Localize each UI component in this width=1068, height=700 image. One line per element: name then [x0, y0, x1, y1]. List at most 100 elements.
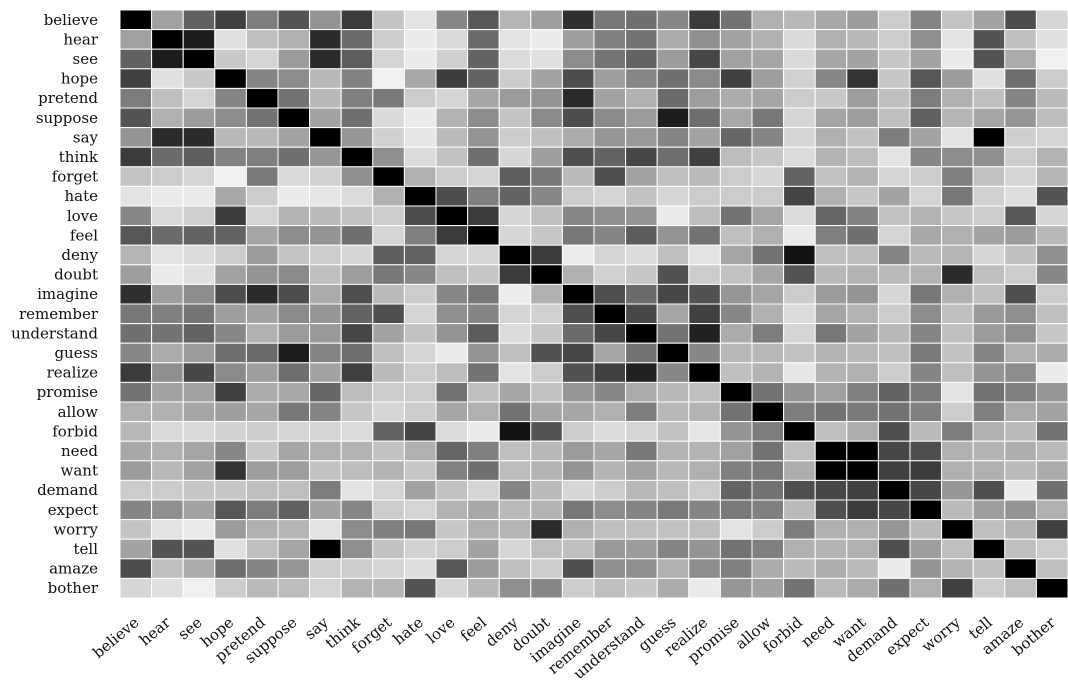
heatmap-cell-doubt-forget — [372, 264, 405, 285]
heatmap-cell-say-pretend — [245, 127, 279, 148]
heatmap-cell-need-need — [814, 440, 848, 462]
heatmap-cell-worry-deny — [498, 519, 532, 540]
heatmap-cell-promise-tell — [972, 381, 1006, 403]
heatmap-cell-worry-tell — [972, 519, 1006, 540]
heatmap-cell-tell-worry — [941, 538, 974, 560]
heatmap-cell-need-believe — [119, 440, 153, 462]
heatmap-cell-love-love — [435, 205, 469, 227]
heatmap-cell-say-believe — [119, 127, 153, 148]
heatmap-cell-expect-think — [340, 499, 374, 521]
heatmap-cell-remember-say — [309, 303, 342, 325]
heatmap-cell-pretend-feel — [467, 87, 500, 109]
heatmap-cell-guess-remember — [593, 342, 627, 364]
heatmap-cell-feel-pretend — [245, 225, 279, 246]
heatmap-cell-need-realize — [688, 440, 721, 462]
heatmap-cell-say-need — [814, 127, 848, 148]
heatmap-cell-allow-pretend — [245, 401, 279, 423]
heatmap-cell-forget-imagine — [561, 166, 595, 187]
heatmap-cell-guess-doubt — [530, 342, 563, 364]
heatmap-cell-worry-hear — [151, 519, 184, 540]
heatmap-cell-demand-hope — [214, 479, 247, 501]
heatmap-cell-feel-understand — [625, 225, 658, 246]
heatmap-cell-doubt-pretend — [245, 264, 279, 285]
heatmap-cell-demand-doubt — [530, 479, 563, 501]
heatmap-cell-feel-expect — [909, 225, 943, 246]
heatmap-cell-realize-love — [435, 362, 469, 383]
col-label-love: love — [423, 613, 459, 647]
heatmap-cell-forbid-need — [814, 421, 848, 442]
heatmap-cell-feel-love — [435, 225, 469, 246]
heatmap-cell-forbid-suppose — [277, 421, 311, 442]
heatmap-cell-think-amaze — [1004, 146, 1037, 168]
heatmap-cell-say-allow — [751, 127, 785, 148]
heatmap-cell-guess-guess — [656, 342, 690, 364]
heatmap-cell-say-suppose — [277, 127, 311, 148]
heatmap-cell-suppose-love — [435, 107, 469, 129]
heatmap-cell-feel-forget — [372, 225, 405, 246]
heatmap-cell-think-suppose — [277, 146, 311, 168]
heatmap-cell-worry-imagine — [561, 519, 595, 540]
heatmap-cell-remember-forbid — [783, 303, 816, 325]
heatmap-cell-remember-see — [182, 303, 216, 325]
col-label-need: need — [798, 613, 838, 651]
heatmap-cell-forbid-love — [435, 421, 469, 442]
heatmap-cell-hope-need — [814, 68, 848, 89]
heatmap-cell-doubt-guess — [656, 264, 690, 285]
heatmap-cell-amaze-guess — [656, 558, 690, 579]
heatmap-cell-see-doubt — [530, 48, 563, 70]
heatmap-cell-hope-doubt — [530, 68, 563, 89]
heatmap-cell-realize-hate — [403, 362, 437, 383]
heatmap-cell-say-deny — [498, 127, 532, 148]
heatmap-cell-demand-see — [182, 479, 216, 501]
heatmap-cell-hope-amaze — [1004, 68, 1037, 89]
heatmap-cell-imagine-want — [846, 283, 879, 305]
heatmap-cell-guess-hear — [151, 342, 184, 364]
heatmap-cell-bother-understand — [625, 577, 658, 599]
heatmap-cell-guess-see — [182, 342, 216, 364]
heatmap-cell-see-love — [435, 48, 469, 70]
heatmap-cell-forget-doubt — [530, 166, 563, 187]
heatmap-cell-deny-need — [814, 244, 848, 266]
heatmap-cell-hear-worry — [941, 29, 974, 50]
heatmap-cell-bother-want — [846, 577, 879, 599]
heatmap-cell-hate-hear — [151, 185, 184, 207]
heatmap-cell-pretend-realize — [688, 87, 721, 109]
heatmap-cell-expect-tell — [972, 499, 1006, 521]
heatmap-cell-understand-amaze — [1004, 323, 1037, 344]
heatmap-cell-love-remember — [593, 205, 627, 227]
heatmap-cell-believe-doubt — [530, 9, 563, 31]
heatmap-cell-bother-deny — [498, 577, 532, 599]
heatmap-cell-worry-realize — [688, 519, 721, 540]
heatmap-cell-believe-pretend — [245, 9, 279, 31]
heatmap-cell-deny-deny — [498, 244, 532, 266]
heatmap-cell-demand-realize — [688, 479, 721, 501]
heatmap-cell-need-tell — [972, 440, 1006, 462]
heatmap-cell-hear-forget — [372, 29, 405, 50]
heatmap-cell-think-worry — [941, 146, 974, 168]
heatmap-cell-suppose-believe — [119, 107, 153, 129]
heatmap-cell-hear-hear — [151, 29, 184, 50]
heatmap-cell-promise-deny — [498, 381, 532, 403]
heatmap-cell-promise-see — [182, 381, 216, 403]
heatmap-cell-want-doubt — [530, 460, 563, 481]
heatmap-cell-doubt-allow — [751, 264, 785, 285]
heatmap-cell-realize-say — [309, 362, 342, 383]
heatmap-cell-realize-worry — [941, 362, 974, 383]
heatmap-cell-feel-suppose — [277, 225, 311, 246]
heatmap-cell-deny-worry — [941, 244, 974, 266]
heatmap-cell-feel-guess — [656, 225, 690, 246]
row-label-promise: promise — [37, 383, 99, 401]
heatmap-cell-allow-hate — [403, 401, 437, 423]
heatmap-cell-say-hope — [214, 127, 247, 148]
heatmap-cell-imagine-tell — [972, 283, 1006, 305]
heatmap-cell-forbid-remember — [593, 421, 627, 442]
heatmap-cell-believe-feel — [467, 9, 500, 31]
heatmap-cell-say-love — [435, 127, 469, 148]
heatmap-cell-pretend-guess — [656, 87, 690, 109]
heatmap-cell-promise-amaze — [1004, 381, 1037, 403]
heatmap-cell-bother-hope — [214, 577, 247, 599]
heatmap-cell-need-forget — [372, 440, 405, 462]
heatmap-cell-deny-believe — [119, 244, 153, 266]
heatmap-cell-pretend-bother — [1035, 87, 1068, 109]
heatmap-cell-bother-see — [182, 577, 216, 599]
